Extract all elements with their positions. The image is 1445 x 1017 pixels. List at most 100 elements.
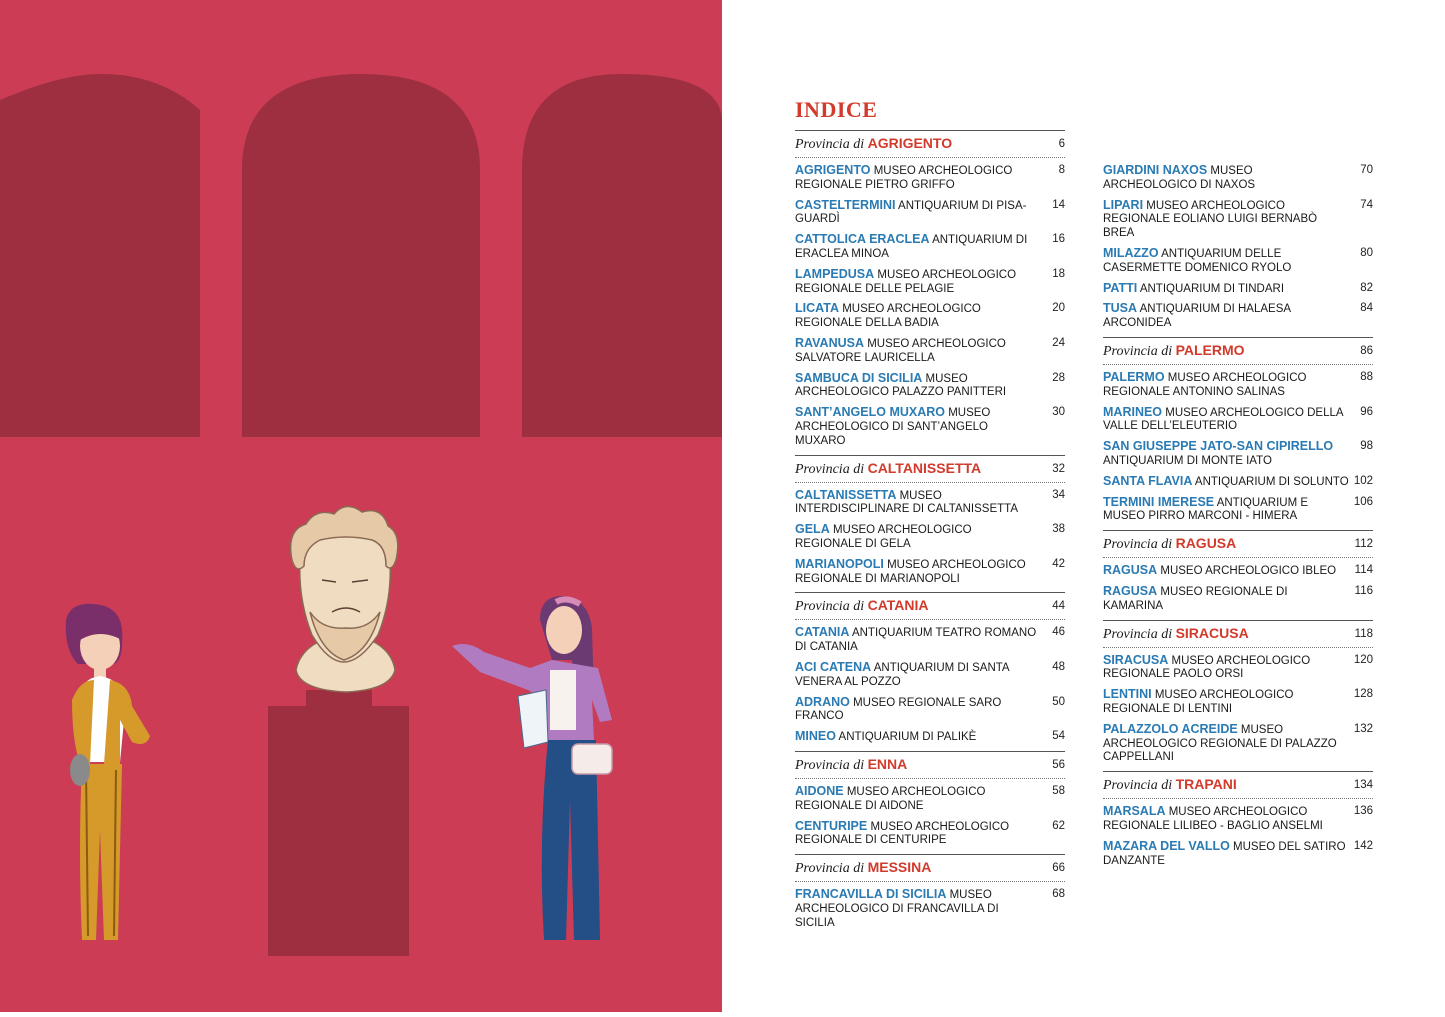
entry-description: MUSEO ARCHEOLOGICO DI NAXOS [1103, 165, 1256, 191]
index-entry[interactable]: TUSA ANTIQUARIUM DI HALAESA ARCONIDEA 84 [1103, 301, 1373, 331]
index-entry[interactable]: MARIANOPOLI MUSEO ARCHEOLOGICO REGIONALE… [795, 557, 1065, 587]
index-entry[interactable]: SANT’ANGELO MUXARO MUSEO ARCHEOLOGICO DI… [795, 405, 1065, 448]
province-label: Provincia di ENNA [795, 756, 907, 774]
entry-place: ACI CATENA [795, 659, 872, 674]
entry-description: ANTIQUARIUM DI PISA-GUARDÌ [795, 199, 1027, 226]
index-entry[interactable]: CASTELTERMINI ANTIQUARIUM DI PISA-GUARDÌ… [795, 197, 1065, 228]
arch-left [0, 74, 200, 437]
index-entry[interactable]: AIDONE MUSEO ARCHEOLOGICO REGIONALE DI A… [795, 784, 1065, 814]
entry-description: MUSEO ARCHEOLOGICO REGIONALE DI MARIANOP… [795, 558, 1026, 585]
page-number: 142 [1353, 839, 1373, 852]
index-entry[interactable]: LAMPEDUSA MUSEO ARCHEOLOGICO REGIONALE D… [795, 267, 1065, 297]
woman-right-figure [452, 596, 613, 940]
province-name: AGRIGENTO [867, 135, 953, 151]
entry-place: PALERMO [1103, 369, 1165, 384]
index-entry[interactable]: PALERMO MUSEO ARCHEOLOGICO REGIONALE ANT… [1103, 369, 1373, 400]
province-name: RAGUSA [1175, 535, 1237, 552]
province-label: Provincia di AGRIGENTO [795, 135, 952, 153]
province-header: Provincia di RAGUSA 112 [1103, 530, 1373, 559]
index-entry[interactable]: LENTINI MUSEO ARCHEOLOGICO REGIONALE DI … [1103, 687, 1373, 717]
page-number: 70 [1360, 164, 1373, 176]
page-number: 54 [1052, 730, 1065, 743]
index-entry[interactable]: SAMBUCA DI SICILIA MUSEO ARCHEOLOGICO PA… [795, 370, 1065, 401]
entry-place: SIRACUSA [1103, 652, 1169, 667]
index-entry[interactable]: MINEO ANTIQUARIUM DI PALIKÈ 54 [795, 729, 1065, 745]
index-entry[interactable]: AGRIGENTO MUSEO ARCHEOLOGICO REGIONALE P… [795, 163, 1065, 193]
province-header: Provincia di CALTANISSETTA 32 [795, 454, 1065, 483]
page-number: 16 [1052, 233, 1065, 246]
province-prefix: Provincia di [795, 461, 868, 477]
entry-place: SAN GIUSEPPE JATO-SAN CIPIRELLO [1103, 439, 1334, 454]
index-entry[interactable]: SANTA FLAVIA ANTIQUARIUM DI SOLUNTO 102 [1103, 473, 1373, 490]
page-number: 24 [1052, 336, 1065, 349]
museum-scene-illustration [0, 0, 722, 1012]
entry-description: MUSEO ARCHEOLOGICO REGIONALE PAOLO ORSI [1103, 654, 1311, 681]
index-entry[interactable]: CENTURIPE MUSEO ARCHEOLOGICO REGIONALE D… [795, 819, 1065, 849]
index-entry[interactable]: SIRACUSA MUSEO ARCHEOLOGICO REGIONALE PA… [1103, 652, 1373, 683]
entry-place: TERMINI IMERESE [1103, 494, 1215, 509]
index-entry[interactable]: MARSALA MUSEO ARCHEOLOGICO REGIONALE LIL… [1103, 804, 1373, 834]
entry-description: ANTIQUARIUM DI SOLUNTO [1194, 475, 1349, 488]
entry-place: CATTOLICA ERACLEA [795, 232, 930, 247]
province-header: Provincia di PALERMO 86 [1103, 336, 1373, 365]
entry-place: MAZARA DEL VALLO [1103, 838, 1230, 853]
index-entry[interactable]: TERMINI IMERESE ANTIQUARIUM E MUSEO PIRR… [1103, 494, 1373, 525]
index-entry[interactable]: SAN GIUSEPPE JATO-SAN CIPIRELLO ANTIQUAR… [1103, 439, 1373, 469]
province-header: Provincia di ENNA 56 [795, 750, 1065, 779]
index-entry[interactable]: CATTOLICA ERACLEA ANTIQUARIUM DI ERACLEA… [795, 232, 1065, 262]
entry-place: CASTELTERMINI [795, 197, 896, 212]
province-header: Provincia di MESSINA 66 [795, 854, 1065, 883]
index-entry[interactable]: GELA MUSEO ARCHEOLOGICO REGIONALE DI GEL… [795, 522, 1065, 552]
entry-description: MUSEO ARCHEOLOGICO REGIONALE DI AIDONE [795, 785, 986, 812]
page-number: 112 [1354, 538, 1373, 551]
index-entry[interactable]: RAGUSA MUSEO ARCHEOLOGICO IBLEO 114 [1103, 563, 1373, 579]
index-entry[interactable]: RAVANUSA MUSEO ARCHEOLOGICO SALVATORE LA… [795, 336, 1065, 366]
entry-place: CATANIA [795, 625, 850, 640]
index-entry[interactable]: LICATA MUSEO ARCHEOLOGICO REGIONALE DELL… [795, 301, 1065, 331]
entry-description: ANTIQUARIUM E MUSEO PIRRO MARCONI - HIME… [1103, 496, 1309, 523]
entry-description: MUSEO INTERDISCIPLINARE DI CALTANISSETTA [795, 489, 1019, 516]
entry-description: ANTIQUARIUM DI ERACLEA MINOA [795, 234, 1028, 260]
entry-place: LICATA [795, 301, 839, 316]
province-prefix: Provincia di [1103, 537, 1176, 553]
entry-place: GELA [795, 522, 830, 537]
province-name: CATANIA [867, 597, 929, 614]
index-entry[interactable]: ADRANO MUSEO REGIONALE SARO FRANCO 50 [795, 695, 1065, 725]
page-number: 48 [1052, 660, 1065, 673]
page-number: 84 [1360, 302, 1373, 315]
index-entry[interactable]: CATANIA ANTIQUARIUM TEATRO ROMANO DI CAT… [795, 625, 1065, 655]
index-entry[interactable]: PALAZZOLO ACREIDE MUSEO ARCHEOLOGICO REG… [1103, 722, 1373, 765]
entry-description: MUSEO ARCHEOLOGICO REGIONALE DELLE PELAG… [795, 268, 1017, 295]
index-entry[interactable]: FRANCAVILLA DI SICILIA MUSEO ARCHEOLOGIC… [795, 887, 1065, 930]
page-number: 66 [1052, 862, 1065, 875]
index-entry[interactable]: LIPARI MUSEO ARCHEOLOGICO REGIONALE EOLI… [1103, 198, 1373, 241]
page-number: 56 [1052, 758, 1065, 771]
entry-description: MUSEO ARCHEOLOGICO REGIONALE DI LENTINI [1103, 689, 1294, 715]
page-number: 134 [1353, 779, 1373, 792]
province-name: ENNA [867, 755, 908, 772]
entry-description: MUSEO ARCHEOLOGICO DI SANT’ANGELO MUXARO [795, 407, 991, 447]
entry-place: SAMBUCA DI SICILIA [795, 370, 923, 385]
entry-place: FRANCAVILLA DI SICILIA [795, 887, 947, 902]
page-number: 32 [1052, 462, 1065, 475]
entry-description: MUSEO ARCHEOLOGICO DELLA VALLE DELL’ELEU… [1103, 406, 1343, 433]
index-entry[interactable]: CALTANISSETTA MUSEO INTERDISCIPLINARE DI… [795, 488, 1065, 518]
page-number: 114 [1354, 564, 1373, 577]
province-name: TRAPANI [1175, 776, 1237, 793]
page-number: 120 [1353, 653, 1373, 666]
index-entry[interactable]: RAGUSA MUSEO REGIONALE DI KAMARINA 116 [1103, 584, 1373, 614]
page-number: 50 [1052, 695, 1065, 708]
province-name: PALERMO [1175, 341, 1245, 358]
province-prefix: Provincia di [795, 137, 868, 152]
index-entry[interactable]: GIARDINI NAXOS MUSEO ARCHEOLOGICO DI NAX… [1103, 163, 1373, 193]
entry-description: ANTIQUARIUM DI SANTA VENERA AL POZZO [795, 661, 1009, 688]
arch-right [522, 74, 722, 437]
page-number: 80 [1360, 246, 1373, 259]
index-entry[interactable]: ACI CATENA ANTIQUARIUM DI SANTA VENERA A… [795, 659, 1065, 690]
index-entry[interactable]: PATTI ANTIQUARIUM DI TINDARI 82 [1103, 281, 1373, 297]
index-entry[interactable]: MAZARA DEL VALLO MUSEO DEL SATIRO DANZAN… [1103, 838, 1373, 869]
index-entry[interactable]: MARINEO MUSEO ARCHEOLOGICO DELLA VALLE D… [1103, 405, 1373, 435]
entry-place: TUSA [1103, 301, 1138, 316]
entry-place: SANTA FLAVIA [1103, 473, 1193, 488]
index-entry[interactable]: MILAZZO ANTIQUARIUM DELLE CASERMETTE DOM… [1103, 246, 1373, 276]
